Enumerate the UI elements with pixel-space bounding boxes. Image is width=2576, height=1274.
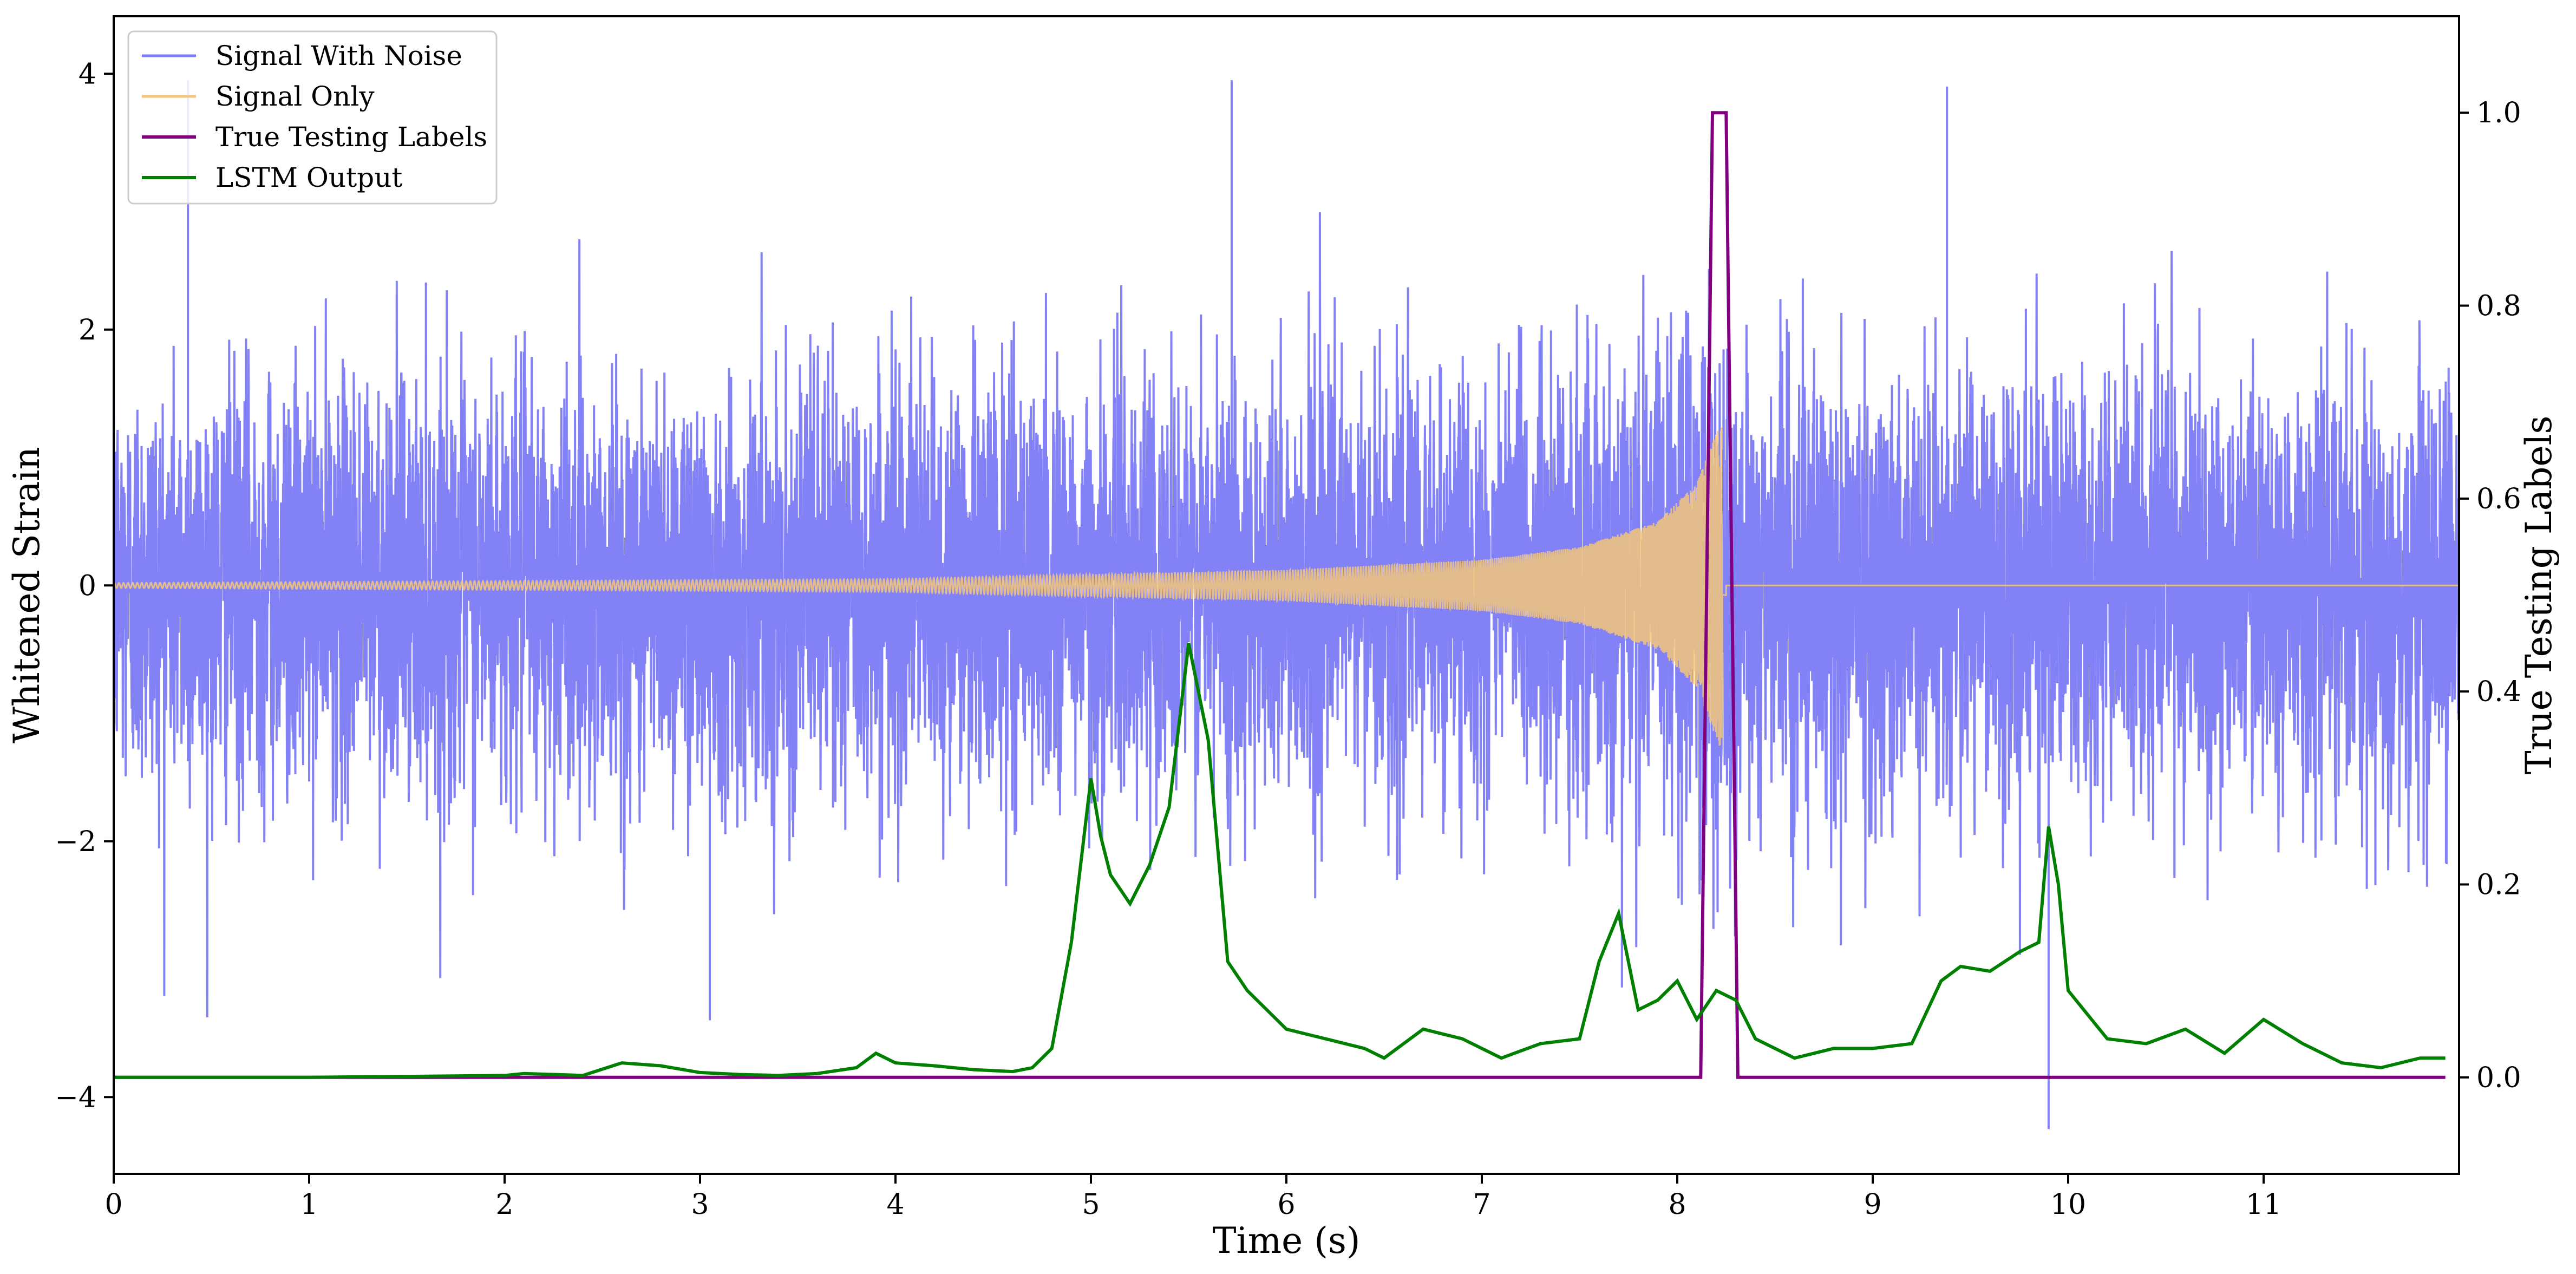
y-axis-label: Whitened Strain xyxy=(6,447,48,743)
x-tick-label: 0 xyxy=(104,1188,122,1221)
legend: Signal With Noise Signal Only True Testi… xyxy=(127,30,498,205)
legend-label-lstm-output: LSTM Output xyxy=(215,162,402,193)
x-tick-label: 8 xyxy=(1668,1188,1686,1221)
x-tick-label: 3 xyxy=(691,1188,709,1221)
x-tick-label: 2 xyxy=(495,1188,513,1221)
y2-tick-label: 0.6 xyxy=(2476,483,2521,515)
y-tick-label: −4 xyxy=(55,1081,96,1114)
x-tick-label: 10 xyxy=(2050,1188,2086,1221)
series-line-signal-only xyxy=(114,427,2459,746)
x-tick-label: 7 xyxy=(1473,1188,1490,1221)
legend-label-true-testing-labels: True Testing Labels xyxy=(215,121,487,153)
x-tick-label: 5 xyxy=(1082,1188,1100,1221)
legend-label-signal-with-noise: Signal With Noise xyxy=(215,40,462,71)
y2-tick-label: 0.4 xyxy=(2476,676,2521,708)
y-tick-label: 2 xyxy=(79,314,96,347)
y2-tick-label: 0.8 xyxy=(2476,290,2521,323)
y-tick-label: −2 xyxy=(55,826,96,858)
x-tick-label: 11 xyxy=(2246,1188,2281,1221)
series-line-true-testing-labels xyxy=(114,111,2446,1079)
legend-box xyxy=(127,30,498,205)
series-line-lstm-output xyxy=(114,643,2446,1079)
x-tick-label: 4 xyxy=(886,1188,904,1221)
x-tick-label: 9 xyxy=(1864,1188,1881,1221)
axes: 0 1 2 3 4 5 6 7 8 9 10 11 −4 −2 0 2 4 0.0 0.2 0.4 0.6 0.8 1.0 xyxy=(55,58,2521,1221)
y-tick-label: 4 xyxy=(79,58,96,90)
x-tick-label: 6 xyxy=(1277,1188,1295,1221)
x-tick-label: 1 xyxy=(300,1188,318,1221)
x-axis-label: Time (s) xyxy=(1212,1220,1360,1262)
y2-tick-label: 1.0 xyxy=(2476,97,2521,129)
y2-tick-label: 0.0 xyxy=(2476,1062,2521,1094)
plot-content xyxy=(114,80,2459,1129)
y2-tick-label: 0.2 xyxy=(2476,869,2521,901)
y-tick-label: 0 xyxy=(79,570,96,602)
series-line-signal-with-noise xyxy=(114,80,2459,1129)
legend-label-signal-only: Signal Only xyxy=(215,81,375,112)
y2-axis-label: True Testing Labels xyxy=(2518,416,2560,775)
